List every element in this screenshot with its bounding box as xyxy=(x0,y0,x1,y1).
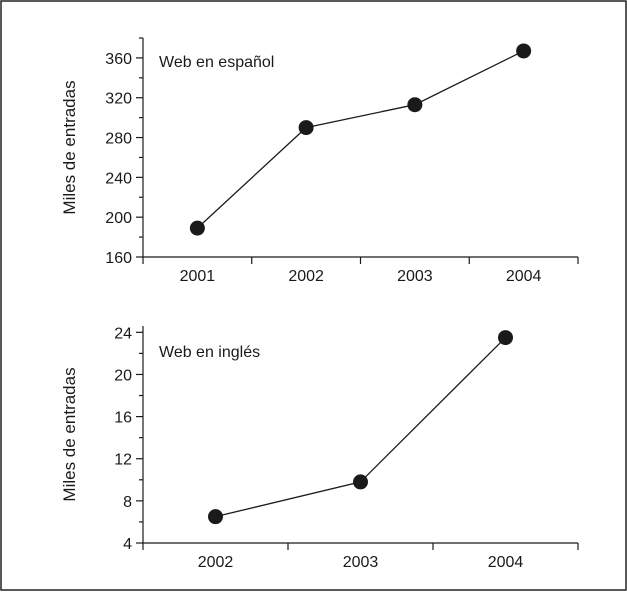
y-tick-label: 12 xyxy=(114,452,132,469)
panel-annotation: Web en inglés xyxy=(159,344,260,361)
data-point-2004 xyxy=(498,330,513,346)
y-tick-label: 200 xyxy=(105,210,132,227)
x-tick-label: 2001 xyxy=(180,268,216,285)
panel-annotation: Web en español xyxy=(159,54,274,71)
y-tick-label: 24 xyxy=(114,325,132,342)
panel-spanish-web: 160 200 240 280 320 360 2001 2002 2003 2004 Miles … xyxy=(60,37,579,285)
data-point-2004 xyxy=(516,43,532,59)
y-axis-label: Miles de entradas xyxy=(60,367,79,501)
x-tick-label: 2003 xyxy=(397,268,433,285)
y-tick-label: 280 xyxy=(105,131,132,148)
x-tick-label: 2004 xyxy=(506,268,542,285)
x-tick-label: 2002 xyxy=(198,554,234,571)
data-point-2003 xyxy=(353,474,368,490)
y-tick-label: 16 xyxy=(114,410,132,427)
y-tick-label: 320 xyxy=(105,91,132,108)
y-tick-label: 360 xyxy=(105,51,132,68)
x-tick-label: 2002 xyxy=(288,268,324,285)
data-point-2001 xyxy=(189,220,205,236)
data-point-2002 xyxy=(208,509,223,525)
y-tick-label: 20 xyxy=(114,367,132,384)
y-axis-label: Miles de entradas xyxy=(60,80,79,214)
data-point-2002 xyxy=(298,120,314,136)
data-point-2003 xyxy=(407,97,423,113)
x-tick-label: 2004 xyxy=(488,554,524,571)
x-tick-label: 2003 xyxy=(343,554,379,571)
y-tick-label: 240 xyxy=(105,170,132,187)
y-tick-label: 4 xyxy=(123,536,132,553)
series-line xyxy=(196,50,524,229)
y-tick-label: 8 xyxy=(123,494,132,511)
panel-english-web: 4 8 12 16 20 24 2002 2003 2004 Miles de entradas W… xyxy=(60,325,579,571)
y-tick-label: 160 xyxy=(105,250,132,267)
